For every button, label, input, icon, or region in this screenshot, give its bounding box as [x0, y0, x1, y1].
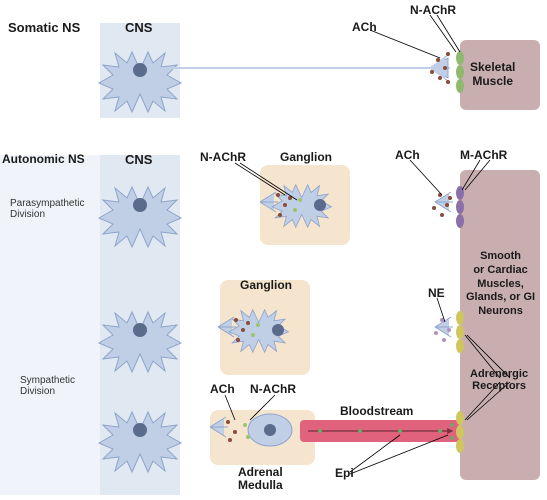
- label-skeletal: Skeletal Muscle: [470, 60, 515, 89]
- label-parasymp: Parasympathetic Division: [10, 198, 84, 220]
- adrenal-dots: [226, 420, 250, 442]
- label-adrenal: Adrenal Medulla: [238, 466, 283, 492]
- parasymp-post-neuron: [272, 185, 453, 228]
- symp-post-neuron: [229, 310, 453, 353]
- label-somatic: Somatic NS: [8, 20, 80, 35]
- parasymp-pre-neuron: [99, 187, 278, 247]
- label-cns1: CNS: [125, 20, 152, 35]
- somatic-neuron: [99, 52, 450, 112]
- adr-ne: [456, 311, 464, 353]
- label-machr: M-AChR: [460, 148, 507, 162]
- label-ne: NE: [428, 286, 445, 300]
- label-cns2: CNS: [125, 152, 152, 167]
- machr-para: [456, 186, 464, 228]
- label-symp: Sympathetic Division: [20, 375, 75, 397]
- symp-pre-neuron: [99, 312, 236, 372]
- adrenal-cell: [248, 414, 292, 446]
- symp-adrenal-neuron: [99, 412, 228, 472]
- label-ach2: ACh: [395, 148, 420, 162]
- label-autonomic: Autonomic NS: [2, 152, 85, 166]
- nachr-somatic: [456, 51, 464, 93]
- label-ach1: ACh: [352, 20, 377, 34]
- label-nachr2: N-AChR: [200, 150, 246, 164]
- adr-epi: [456, 411, 464, 453]
- diagram-svg: [0, 0, 547, 500]
- label-ach3: ACh: [210, 382, 235, 396]
- label-epi: Epi: [335, 466, 354, 480]
- label-bloodstream: Bloodstream: [340, 404, 413, 418]
- label-ganglion2: Ganglion: [240, 278, 292, 292]
- label-adrenergic: Adrenergic Receptors: [470, 368, 528, 392]
- label-ganglion1: Ganglion: [280, 150, 332, 164]
- label-nachr3: N-AChR: [250, 382, 296, 396]
- label-nachr1: N-AChR: [410, 3, 456, 17]
- label-smooth: Smooth or Cardiac Muscles, Glands, or GI…: [466, 250, 535, 319]
